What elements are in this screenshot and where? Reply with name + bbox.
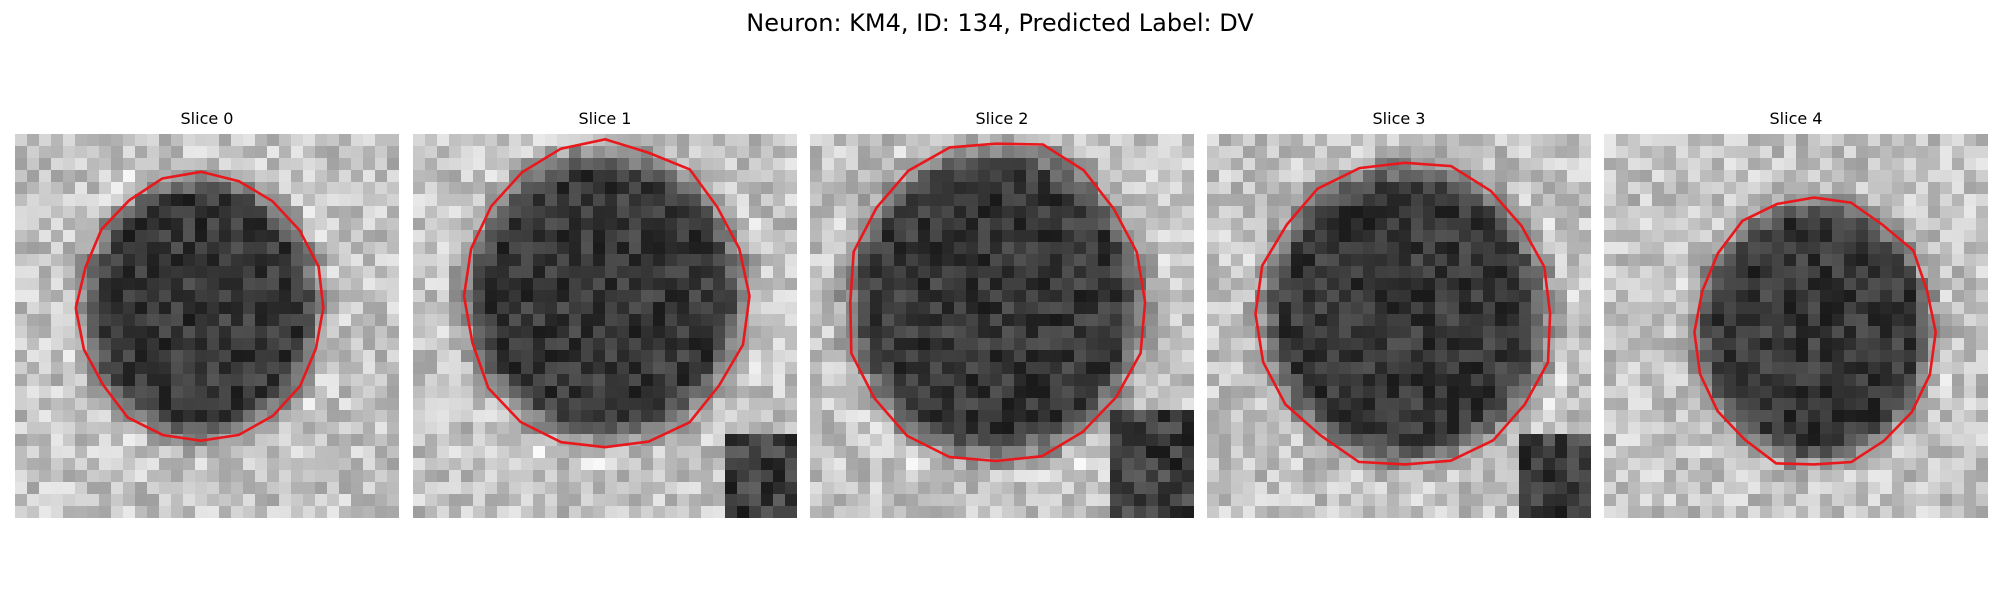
slice-panel-0: Slice 0 — [15, 108, 399, 518]
slice-image-1 — [413, 134, 797, 518]
slice-pixels-4 — [1604, 134, 1988, 518]
slice-title-3: Slice 3 — [1372, 109, 1426, 128]
slice-pixels-1 — [413, 134, 797, 518]
slice-title-4: Slice 4 — [1769, 109, 1823, 128]
slice-image-4 — [1604, 134, 1988, 518]
slice-title-1: Slice 1 — [578, 109, 632, 128]
slice-panel-3: Slice 3 — [1207, 108, 1591, 518]
slice-panel-2: Slice 2 — [810, 108, 1194, 518]
figure-title: Neuron: KM4, ID: 134, Predicted Label: D… — [746, 9, 1254, 37]
slice-panel-4: Slice 4 — [1604, 108, 1988, 518]
slice-pixels-2 — [810, 134, 1194, 518]
segmentation-contour-2 — [848, 142, 1147, 463]
slice-image-3 — [1207, 134, 1591, 518]
slice-image-0 — [15, 134, 399, 518]
segmentation-contour-0 — [74, 170, 325, 443]
slice-image-2 — [810, 134, 1194, 518]
slice-panel-1: Slice 1 — [413, 108, 797, 518]
slice-title-2: Slice 2 — [975, 109, 1029, 128]
segmentation-contour-3 — [1254, 161, 1552, 466]
segmentation-contour-1 — [462, 137, 751, 449]
slice-title-0: Slice 0 — [180, 109, 234, 128]
slice-pixels-3 — [1207, 134, 1591, 518]
slice-pixels-0 — [15, 134, 399, 518]
segmentation-contour-4 — [1693, 196, 1938, 466]
